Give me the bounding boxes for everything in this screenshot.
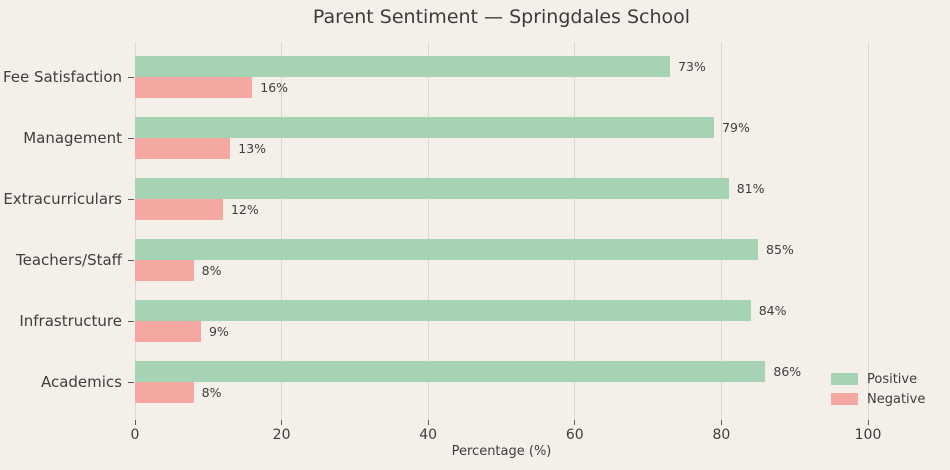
- bar-positive: [135, 239, 759, 260]
- bar-value-label: 8%: [201, 385, 222, 400]
- bar-value-label: 84%: [758, 303, 787, 318]
- x-tick-label: 20: [272, 427, 291, 443]
- category-label: Management: [23, 129, 122, 147]
- x-axis-tick: [281, 420, 283, 425]
- bar-positive: [135, 361, 766, 382]
- y-axis-tick: [128, 320, 134, 322]
- x-tick-label: 100: [854, 427, 882, 443]
- category-label: Extracurriculars: [3, 190, 122, 208]
- x-axis-tick: [134, 420, 136, 425]
- x-tick-label: 40: [419, 427, 438, 443]
- legend-swatch-positive: [831, 373, 858, 385]
- y-axis-tick: [128, 198, 134, 200]
- x-tick-label: 80: [712, 427, 731, 443]
- legend-row-negative: Negative: [831, 391, 926, 407]
- x-tick-label: 60: [565, 427, 584, 443]
- category-label: Fee Satisfaction: [2, 68, 122, 86]
- gridline: [427, 42, 429, 420]
- y-axis-tick: [128, 381, 134, 383]
- bar-positive: [135, 300, 751, 321]
- category-label: Infrastructure: [19, 312, 122, 330]
- gridline: [867, 42, 869, 420]
- x-axis-label: Percentage (%): [451, 444, 552, 459]
- gridline: [134, 42, 136, 420]
- bar-value-label: 8%: [201, 263, 222, 278]
- gridline: [720, 42, 722, 420]
- bar-value-label: 81%: [736, 181, 765, 196]
- legend-label-negative: Negative: [867, 391, 926, 407]
- x-axis-tick: [427, 420, 429, 425]
- bar-negative: [135, 321, 201, 342]
- chart-title: Parent Sentiment — Springdales School: [312, 6, 691, 28]
- x-axis-tick: [867, 420, 869, 425]
- y-axis-tick: [128, 76, 134, 78]
- legend-swatch-negative: [831, 393, 858, 405]
- bar-value-label: 12%: [230, 202, 259, 217]
- bar-negative: [135, 199, 223, 220]
- gridline: [281, 42, 283, 420]
- legend: Positive Negative: [831, 371, 926, 407]
- legend-row-positive: Positive: [831, 371, 925, 387]
- bar-negative: [135, 382, 194, 403]
- legend-label-positive: Positive: [867, 371, 918, 387]
- gridline: [574, 42, 576, 420]
- bar-value-label: 86%: [773, 364, 802, 379]
- bar-value-label: 16%: [260, 80, 289, 95]
- bar-value-label: 73%: [678, 59, 706, 74]
- bar-negative: [135, 77, 253, 98]
- bar-positive: [135, 56, 671, 77]
- category-label: Academics: [40, 373, 122, 391]
- category-label: Teachers/Staff: [16, 251, 122, 269]
- bar-value-label: 85%: [766, 242, 794, 257]
- bar-negative: [135, 138, 231, 159]
- y-axis-tick: [128, 259, 134, 261]
- bar-positive: [135, 178, 729, 199]
- bar-negative: [135, 260, 194, 281]
- x-axis-tick: [574, 420, 576, 425]
- y-axis-tick: [128, 137, 134, 139]
- bar-value-label: 79%: [722, 120, 750, 135]
- bar-value-label: 13%: [238, 141, 267, 156]
- x-axis-tick: [720, 420, 722, 425]
- bar-positive: [135, 117, 715, 138]
- x-tick-label: 0: [130, 427, 140, 443]
- bar-value-label: 9%: [208, 324, 229, 339]
